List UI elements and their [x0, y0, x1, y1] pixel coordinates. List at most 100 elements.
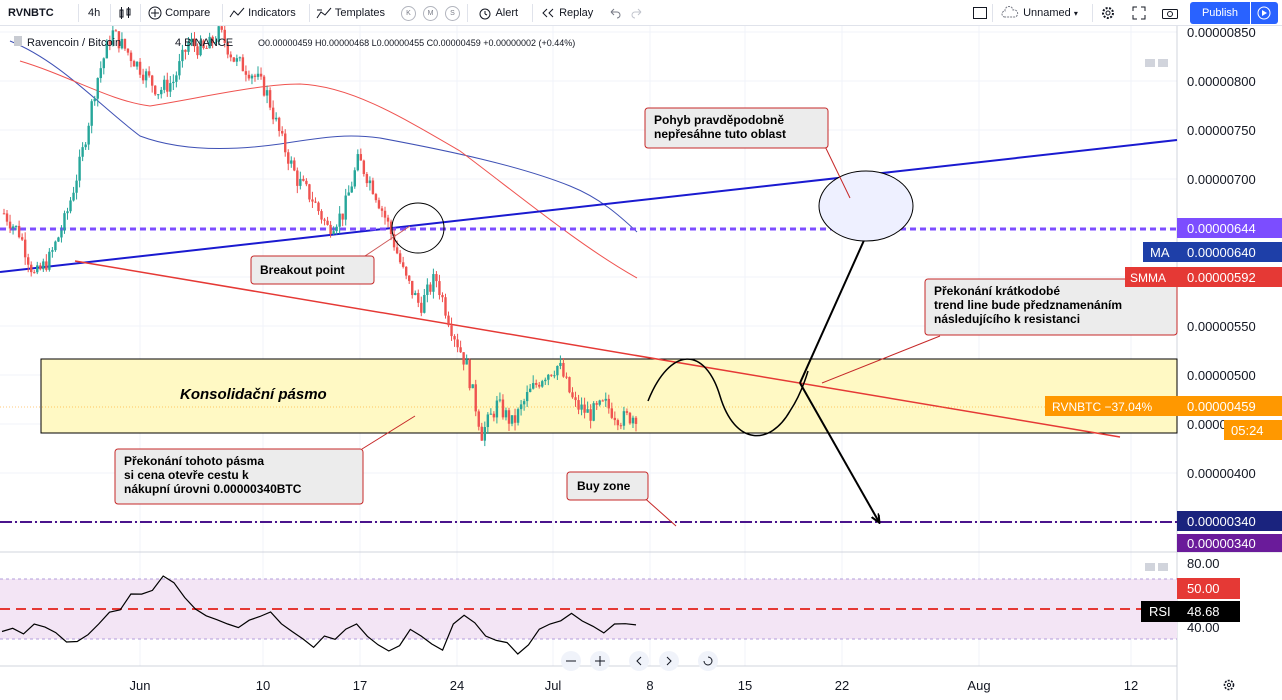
chevron-down-icon: ▾ [1073, 9, 1078, 18]
hotkey-m[interactable]: M [423, 6, 438, 21]
rsi-pane-buttons[interactable] [1145, 563, 1168, 571]
red-trendline[interactable] [74, 260, 1121, 438]
replay-button[interactable]: Replay [540, 0, 593, 26]
candle-body [556, 366, 559, 376]
candle-body [565, 376, 568, 378]
projected-wave[interactable] [647, 358, 809, 437]
undo-button[interactable] [608, 0, 622, 26]
candle-body [420, 302, 423, 313]
candle-body [193, 38, 196, 47]
candle-body [553, 375, 556, 377]
candle-body [314, 201, 317, 203]
price-tick: 0.00000750 [1187, 123, 1256, 138]
candle-body [42, 261, 45, 270]
candle-body [531, 383, 535, 389]
time-axis-settings[interactable] [1223, 679, 1235, 691]
pane-buttons[interactable] [1145, 59, 1168, 67]
redo-button[interactable] [630, 0, 644, 26]
candles-group[interactable] [2, 26, 638, 447]
breakout-callout[interactable]: Breakout point [250, 225, 411, 285]
zone-callout[interactable]: Překonání tohoto pásma si cena otevře ce… [114, 415, 416, 505]
candle-body [287, 152, 290, 164]
candle-body [362, 160, 366, 175]
interval-button[interactable]: 4h [88, 7, 101, 19]
chart-canvas[interactable]: Breakout point Pohyb pravděpodobně nepře… [0, 26, 1282, 700]
alert-button[interactable]: Alert [477, 0, 518, 26]
layout-name-button[interactable]: Unnamed ▾ [1000, 0, 1078, 26]
publish-dropdown[interactable] [1251, 2, 1278, 24]
indicators-button[interactable]: Indicators [229, 0, 296, 26]
fullscreen-icon [1132, 6, 1146, 20]
candle-body [256, 73, 260, 77]
candle-body [522, 401, 526, 405]
plus-circle-icon [148, 6, 162, 20]
snapshot-button[interactable] [1161, 0, 1179, 26]
trend-line3: následujícího k resistanci [934, 312, 1080, 326]
undo-icon [610, 8, 621, 19]
candle-body [568, 377, 571, 393]
publish-button[interactable]: Publish [1190, 2, 1250, 24]
smma-line[interactable] [19, 60, 638, 279]
compare-button[interactable]: Compare [148, 0, 210, 26]
fullscreen-button[interactable] [1132, 0, 1146, 26]
breakout-circle[interactable] [391, 202, 445, 254]
candle-body [235, 58, 239, 62]
candle-body [601, 400, 604, 402]
rsi-line[interactable] [1, 575, 637, 655]
up-arrow[interactable] [799, 227, 870, 384]
rsi-tick-40: 40.00 [1187, 620, 1220, 635]
candle-body [577, 400, 580, 410]
target-area-ellipse[interactable] [818, 170, 914, 242]
candle-body [141, 74, 145, 81]
price-tick: 0.00000400 [1187, 466, 1256, 481]
symbol-search[interactable]: RVNBTC [8, 7, 54, 19]
candle-body [184, 49, 187, 52]
candle-body [157, 94, 160, 96]
templates-button[interactable]: Templates [316, 0, 385, 26]
trend-callout[interactable]: Překonání krátkodobé trend line bude pře… [821, 278, 1178, 384]
candle-body [353, 170, 356, 187]
candle-body [51, 250, 54, 252]
smma-price-label: SMMA 0.00000592 [1125, 267, 1282, 287]
time-tick: 12 [1124, 678, 1138, 693]
pohyb-callout[interactable]: Pohyb pravděpodobně nepřesáhne tuto obla… [644, 107, 851, 199]
settings-button[interactable] [1100, 0, 1116, 26]
gear-icon [1102, 7, 1114, 20]
price-label-340: 0.00000340 0.00000340 [1177, 511, 1282, 552]
time-tick: 17 [353, 678, 367, 693]
compare-label: Compare [165, 7, 211, 19]
hotkey-k[interactable]: K [401, 6, 416, 21]
candle-body [259, 73, 263, 77]
candle-body [102, 58, 105, 69]
candle-body [613, 417, 617, 421]
candle-body [580, 404, 583, 410]
scroll-right-icon [659, 651, 679, 671]
candle-body [504, 410, 508, 418]
svg-text:0.00000340: 0.00000340 [1187, 514, 1256, 529]
time-axis[interactable]: Jun 10 17 24 Jul 8 15 22 Aug 12 [130, 678, 1139, 693]
nav-buttons[interactable] [561, 651, 718, 671]
candle-body [607, 398, 610, 409]
candle-body [592, 403, 595, 421]
candle-body [93, 98, 96, 102]
candle-body [368, 180, 372, 184]
candle-body [99, 68, 102, 79]
candle-body [281, 131, 284, 134]
candle-body [389, 221, 393, 235]
layout-button[interactable] [972, 0, 988, 26]
blue-trendline[interactable] [0, 139, 1178, 273]
candle-body [17, 225, 21, 238]
candle-body [347, 192, 350, 196]
candle-body [429, 284, 432, 292]
ma-line[interactable] [9, 40, 638, 233]
candle-body [441, 295, 444, 298]
candle-body [414, 293, 417, 296]
candle-body [326, 220, 329, 225]
candle-body [489, 413, 493, 415]
candle-body [541, 381, 544, 387]
chart-type-button[interactable] [118, 0, 132, 26]
candle-body [598, 400, 601, 405]
buy-zone-callout[interactable]: Buy zone [566, 471, 677, 527]
down-arrow[interactable] [799, 382, 879, 522]
hotkey-s[interactable]: S [445, 6, 460, 21]
